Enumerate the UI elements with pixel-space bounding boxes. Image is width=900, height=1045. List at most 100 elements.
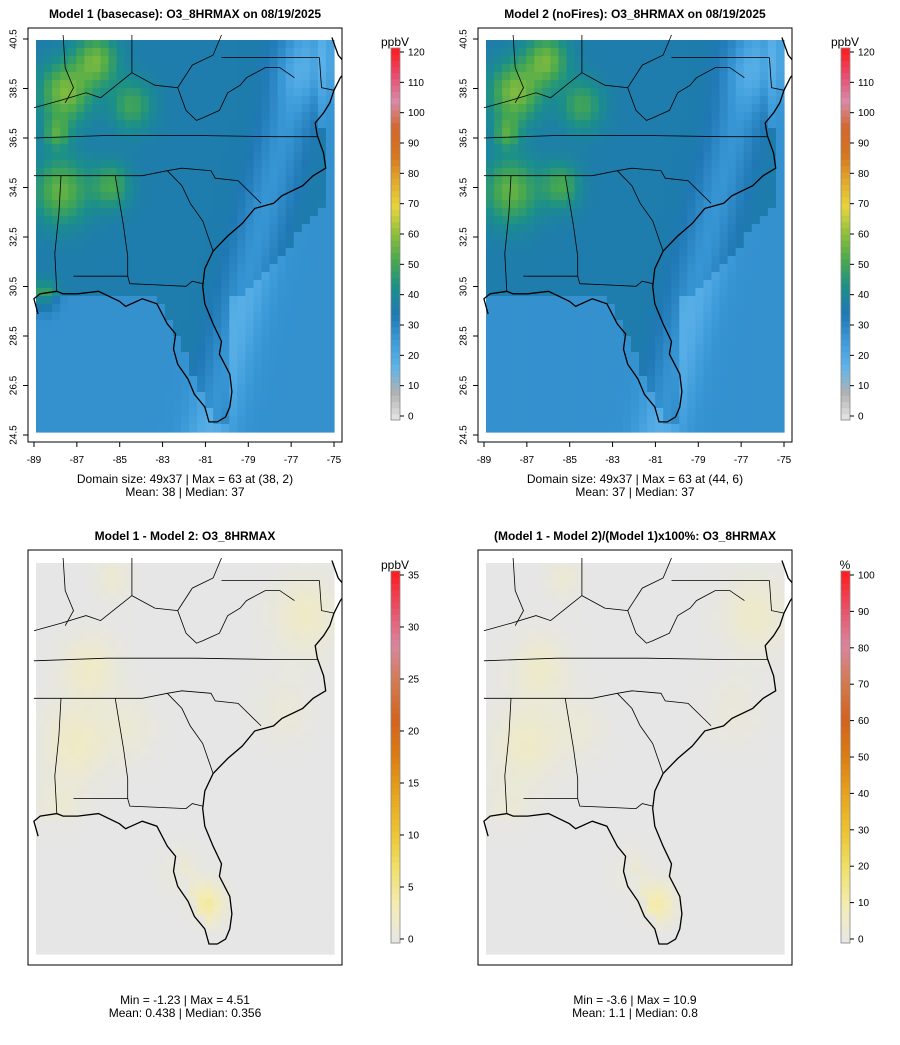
heatmap-cell [84, 64, 93, 73]
heatmap-cell [277, 56, 287, 65]
heatmap-cell [301, 200, 311, 209]
heatmap-cell [229, 192, 238, 201]
heatmap-cell [164, 280, 174, 289]
heatmap-cell [84, 200, 93, 209]
heatmap-cell [36, 216, 45, 225]
heatmap-cell [197, 184, 206, 193]
heatmap-cell [76, 256, 85, 265]
heatmap-cell [237, 168, 246, 177]
heatmap-cell [84, 176, 93, 185]
heatmap-cell [156, 232, 166, 241]
heatmap-cell [237, 288, 246, 297]
heatmap-cell [245, 280, 255, 289]
heatmap-cell [108, 264, 118, 273]
heatmap-cell [148, 136, 158, 145]
heatmap-cell [68, 304, 77, 313]
heatmap-cell [205, 56, 214, 65]
heatmap-cell [229, 144, 238, 153]
heatmap-cell [156, 160, 166, 169]
heatmap-cell [148, 280, 158, 289]
heatmap-cell [52, 200, 61, 209]
heatmap-cell [52, 144, 61, 153]
heatmap-cell [164, 104, 174, 113]
heatmap-cell [124, 168, 134, 177]
heatmap-cell [140, 312, 150, 321]
heatmap-cell [100, 256, 110, 265]
heatmap-cell [148, 272, 158, 281]
heatmap-cell [92, 296, 102, 305]
heatmap-cell [325, 216, 335, 225]
heatmap-cell [148, 240, 158, 249]
heatmap-cell [245, 240, 255, 249]
heatmap-cell [285, 112, 295, 121]
heatmap-cell [164, 304, 174, 313]
heatmap-cell [116, 112, 126, 121]
heatmap-cell [253, 168, 263, 177]
heatmap-cell [325, 200, 335, 209]
heatmap-cell [92, 72, 102, 81]
heatmap-cell [68, 120, 77, 129]
heatmap-cell [36, 96, 45, 105]
heatmap-cell [68, 232, 77, 241]
heatmap-cell [132, 128, 142, 137]
heatmap-cell [108, 296, 118, 305]
heatmap-cell [277, 136, 287, 145]
heatmap-cell [140, 136, 150, 145]
heatmap-cell [36, 280, 45, 289]
heatmap-cell [269, 296, 279, 305]
heatmap-cell [92, 208, 102, 217]
heatmap-cell [301, 176, 311, 185]
heatmap-cell [100, 56, 110, 65]
heatmap-cell [140, 240, 150, 249]
heatmap-cell [205, 152, 214, 161]
heatmap-cell [221, 200, 230, 209]
heatmap-cell [180, 176, 190, 185]
heatmap-cell [132, 184, 142, 193]
heatmap-cell [213, 80, 222, 89]
heatmap-cell [140, 40, 150, 49]
heatmap-cell [285, 168, 295, 177]
heatmap-cell [221, 240, 230, 249]
heatmap-cell [52, 56, 61, 65]
heatmap-cell [164, 240, 174, 249]
heatmap-cell [309, 120, 319, 129]
heatmap-cell [148, 216, 158, 225]
heatmap-cell [100, 216, 110, 225]
heatmap-cell [140, 56, 150, 65]
heatmap-cell [317, 256, 327, 265]
heatmap-cell [68, 216, 77, 225]
heatmap-cell [237, 120, 246, 129]
heatmap-cell [180, 208, 190, 217]
heatmap-cell [148, 256, 158, 265]
heatmap-cell [213, 224, 222, 233]
heatmap-cell [221, 48, 230, 57]
heatmap-cell [116, 176, 126, 185]
heatmap-cell [124, 256, 134, 265]
heatmap-cell [100, 160, 110, 169]
heatmap-cell [269, 264, 279, 273]
heatmap-cell [36, 192, 45, 201]
heatmap-cell [140, 48, 150, 57]
heatmap-cell [116, 120, 126, 129]
heatmap-cell [213, 72, 222, 81]
heatmap-cell [269, 40, 279, 49]
heatmap-cell [164, 88, 174, 97]
heatmap-cell [325, 304, 335, 313]
heatmap-cell [60, 40, 69, 49]
heatmap-cell [124, 104, 134, 113]
heatmap-cell [124, 216, 134, 225]
heatmap-cell [237, 136, 246, 145]
heatmap-cell [100, 48, 110, 57]
heatmap-cell [180, 256, 190, 265]
heatmap-cell [84, 304, 93, 313]
heatmap-cell [221, 304, 230, 313]
heatmap-cell [100, 264, 110, 273]
heatmap-cell [325, 168, 335, 177]
heatmap-cell [189, 144, 198, 153]
heatmap-cell [189, 48, 198, 57]
heatmap-cell [197, 64, 206, 73]
heatmap-cell [293, 240, 303, 249]
heatmap-cell [36, 128, 45, 137]
heatmap-cell [100, 312, 110, 321]
heatmap-cell [285, 88, 295, 97]
